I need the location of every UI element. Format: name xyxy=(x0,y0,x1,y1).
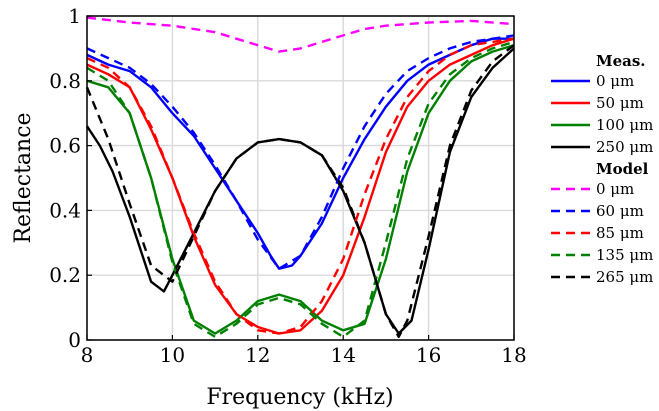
legend-label-meas_50: 50 μm xyxy=(596,94,644,112)
x-tick-label: 10 xyxy=(160,343,185,367)
series-layer xyxy=(85,16,515,338)
y-tick-label: 0.6 xyxy=(49,134,81,158)
y-tick-label: 1 xyxy=(68,4,81,28)
legend-label-model_135: 135 μm xyxy=(596,246,653,264)
legend-label-model_85: 85 μm xyxy=(596,224,644,242)
series-line-meas_100 xyxy=(86,44,515,335)
legend-group-title: Model xyxy=(596,160,649,178)
y-axis-title: Reflectance xyxy=(11,112,36,243)
legend-label-model_60: 60 μm xyxy=(596,202,644,220)
y-tick-label: 0.4 xyxy=(49,198,81,222)
legend-label-meas_250: 250 μm xyxy=(596,138,653,156)
series-line-model_135 xyxy=(86,40,515,338)
series-line-model_0 xyxy=(86,16,515,53)
x-tick-label: 8 xyxy=(81,343,94,367)
tick-labels: 8 10 12 14 16 18 0 0.2 0.4 0.6 0.8 1 xyxy=(49,4,527,367)
legend-label-model_0: 0 μm xyxy=(596,180,634,198)
legend: Meas. 0 μm 50 μm 100 μm 250 μm Model 0 μm 60 μm… xyxy=(551,52,653,286)
series-line-meas_50 xyxy=(86,37,515,335)
series-line-model_265 xyxy=(85,44,515,338)
legend-group-title: Meas. xyxy=(596,52,646,70)
x-tick-label: 14 xyxy=(330,343,355,367)
y-tick-label: 0.8 xyxy=(49,69,81,93)
y-tick-label: 0.2 xyxy=(49,263,81,287)
x-tick-label: 16 xyxy=(416,343,441,367)
x-axis-title: Frequency (kHz) xyxy=(206,385,393,410)
legend-label-meas_0: 0 μm xyxy=(596,72,634,90)
y-tick-label: 0 xyxy=(68,328,81,352)
tick-marks xyxy=(86,15,515,341)
series-line-model_85 xyxy=(86,37,515,335)
legend-label-meas_100: 100 μm xyxy=(596,116,653,134)
series-line-meas_0 xyxy=(86,37,514,270)
series-line-meas_250 xyxy=(85,47,515,335)
plot-frame xyxy=(86,15,515,341)
x-tick-label: 18 xyxy=(501,343,526,367)
x-tick-label: 12 xyxy=(245,343,270,367)
legend-label-model_265: 265 μm xyxy=(596,268,653,286)
